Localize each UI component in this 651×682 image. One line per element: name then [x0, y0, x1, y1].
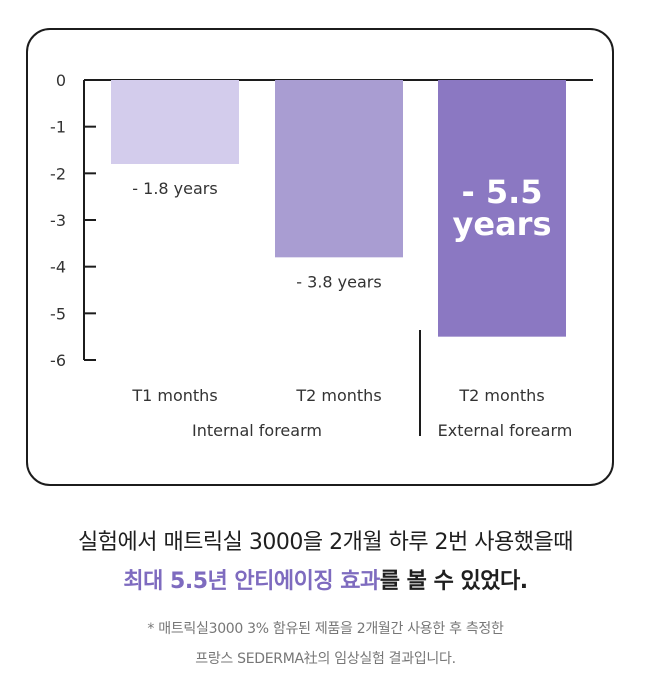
bar — [438, 80, 566, 337]
highlight-line: 최대 5.5년 안티에이징 효과를 볼 수 있었다. — [0, 563, 651, 595]
data-label: - 1.8 years — [132, 179, 217, 198]
x-tick-label: T2 months — [295, 386, 381, 405]
y-tick-label: -4 — [50, 258, 66, 277]
y-tick-label: -1 — [50, 118, 66, 137]
highlight-text: 최대 5.5년 안티에이징 효과 — [123, 569, 380, 594]
bar — [111, 80, 239, 164]
group-label: Internal forearm — [192, 421, 322, 440]
group-label: External forearm — [438, 421, 573, 440]
highlight-suffix: 를 볼 수 있었다. — [379, 569, 528, 594]
footnote-line-1: * 매트릭실3000 3% 함유된 제품을 2개월간 사용한 후 측정한 — [147, 621, 504, 637]
footnote-line-2: 프랑스 SEDERMA社의 임상실험 결과입니다. — [195, 651, 456, 667]
data-label: - 5.5 — [461, 173, 542, 211]
y-tick-label: -5 — [50, 304, 66, 323]
bar-chart: 0 -1 -2 -3 -4 -5 -6 T1 months - 1.8 years T2 mont… — [50, 71, 593, 440]
bar — [275, 80, 403, 258]
headline-text: 실험에서 매트릭실 3000을 2개월 하루 2번 사용했을때 — [77, 530, 574, 555]
x-tick-label: T2 months — [458, 386, 544, 405]
y-tick-label: -6 — [50, 351, 66, 370]
y-tick-label: 0 — [56, 71, 66, 90]
x-tick-label: T1 months — [131, 386, 217, 405]
data-label: - 3.8 years — [296, 272, 381, 291]
y-tick-label: -3 — [50, 211, 66, 230]
y-tick-label: -2 — [50, 164, 66, 183]
data-label: years — [453, 205, 552, 243]
